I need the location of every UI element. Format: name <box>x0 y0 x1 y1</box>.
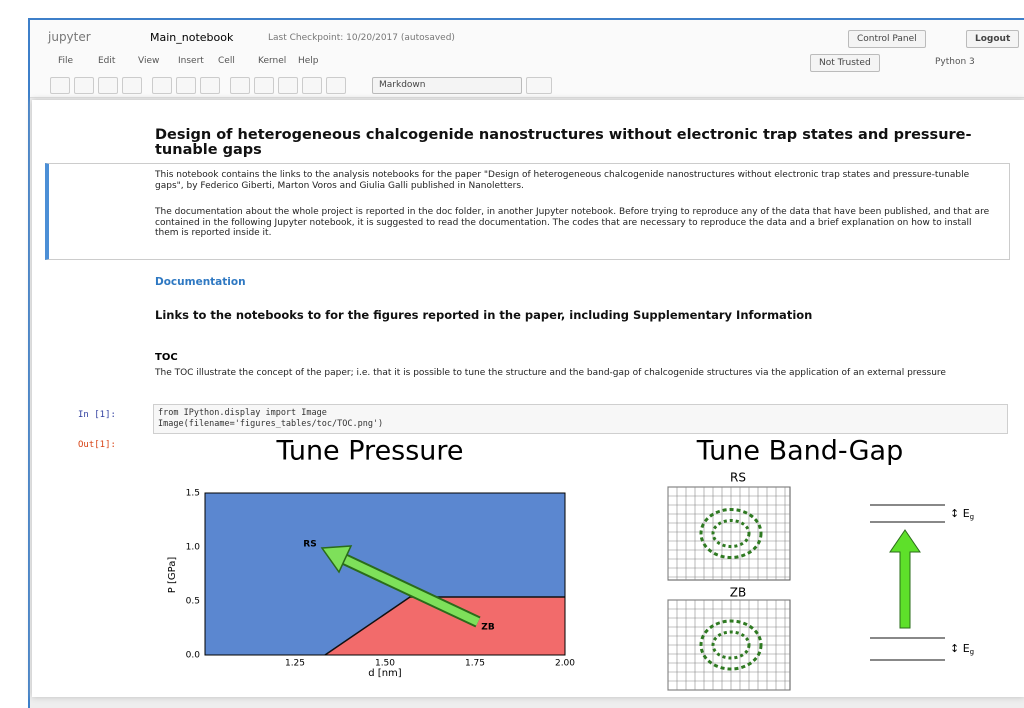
toolbar-button[interactable] <box>200 77 220 94</box>
gap-label: ↕ Eg <box>950 642 974 656</box>
menu-item[interactable]: View <box>138 56 159 66</box>
toolbar-button[interactable] <box>526 77 552 94</box>
toolbar-button[interactable] <box>152 77 172 94</box>
toolbar-button[interactable] <box>74 77 94 94</box>
y-tick-label: 0.5 <box>186 597 200 607</box>
figure-title: Tune Band-Gap <box>696 436 903 467</box>
toolbar-button[interactable] <box>230 77 250 94</box>
toolbar-button[interactable] <box>302 77 322 94</box>
menu-item[interactable]: Kernel <box>258 56 286 66</box>
gap-label: ↕ Eg <box>950 507 974 521</box>
menu-item[interactable]: Cell <box>218 56 235 66</box>
phase-label: RS <box>303 540 316 550</box>
toolbar-button[interactable] <box>176 77 196 94</box>
x-tick-label: 1.50 <box>375 659 395 669</box>
y-axis-label: P [GPa] <box>167 557 178 594</box>
x-tick-label: 2.00 <box>555 659 575 669</box>
page: {"header":{"logo":"jupyter","notebook_na… <box>0 0 1024 697</box>
x-tick-label: 1.75 <box>465 659 485 669</box>
structure-label: ZB <box>730 586 746 600</box>
x-axis-label: d [nm] <box>368 668 402 679</box>
figure-title: Tune Pressure <box>275 436 463 467</box>
y-tick-label: 1.5 <box>186 489 200 499</box>
symbol: E <box>963 642 970 655</box>
subscript: g <box>970 513 974 521</box>
x-tick-label: 1.25 <box>285 659 305 669</box>
toolbar-button[interactable] <box>122 77 142 94</box>
subscript: g <box>970 648 974 656</box>
toolbar-button[interactable] <box>278 77 298 94</box>
toolbar-button[interactable] <box>254 77 274 94</box>
menu-item[interactable]: Insert <box>178 56 204 66</box>
arrow <box>890 530 920 628</box>
phase-label: ZB <box>481 623 495 633</box>
toolbar-button[interactable] <box>50 77 70 94</box>
toolbar-button[interactable] <box>326 77 346 94</box>
output-figure: Tune Pressure RS ZB 0.0 0.5 1.0 1.5 1.25 1.50… <box>0 0 1024 697</box>
y-tick-label: 0.0 <box>186 651 201 661</box>
symbol: E <box>963 507 970 520</box>
menu-item[interactable]: Help <box>298 56 319 66</box>
y-tick-label: 1.0 <box>186 543 201 553</box>
menu-item[interactable]: Edit <box>98 56 115 66</box>
toolbar-button[interactable] <box>98 77 118 94</box>
structure-label: RS <box>730 471 746 485</box>
menu-item[interactable]: File <box>58 56 73 66</box>
